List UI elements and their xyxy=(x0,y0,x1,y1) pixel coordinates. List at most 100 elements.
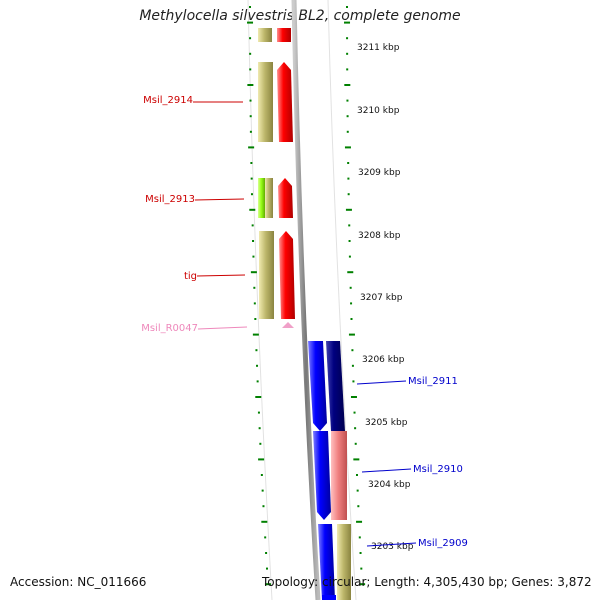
left-tick xyxy=(259,442,262,445)
cds-arrow-tig xyxy=(279,231,295,319)
right-tick xyxy=(348,240,351,242)
left-tick xyxy=(249,99,252,102)
right-tick xyxy=(357,505,360,508)
left-tick xyxy=(258,458,265,461)
right-tick xyxy=(359,552,362,554)
left-tick xyxy=(249,52,252,55)
ruler-label: 3209 kbp xyxy=(358,168,401,178)
cog-track xyxy=(258,28,351,600)
left-tick xyxy=(249,208,256,211)
right-tick xyxy=(350,318,353,320)
cds-reverse-track xyxy=(308,341,347,600)
gene-label-msil-r0047[interactable]: Msil_R0047 xyxy=(141,323,198,334)
ruler-label: 3208 kbp xyxy=(358,231,401,241)
leader-line xyxy=(366,542,417,547)
ruler-label: 3211 kbp xyxy=(357,43,400,53)
right-tick xyxy=(346,115,349,118)
gene-label-msil-2911[interactable]: Msil_2911 xyxy=(408,376,458,387)
left-tick xyxy=(249,68,252,71)
gene-label-msil-2914[interactable]: Msil_2914 xyxy=(143,95,193,106)
cds-arrow-msil-2914 xyxy=(277,62,293,142)
right-tick xyxy=(350,396,357,398)
left-tick xyxy=(264,536,267,539)
left-tick xyxy=(257,411,260,414)
right-tick xyxy=(346,130,349,133)
right-tick xyxy=(351,349,354,352)
cds-red xyxy=(277,28,291,42)
right-tick xyxy=(356,520,363,523)
right-tick xyxy=(355,474,358,476)
left-tick xyxy=(249,37,252,40)
leader-line xyxy=(197,326,248,330)
right-tick xyxy=(344,84,351,86)
left-tick xyxy=(265,552,268,554)
left-tick xyxy=(261,520,268,523)
left-tick xyxy=(255,396,262,398)
cog-block xyxy=(259,231,274,319)
right-tick-track xyxy=(344,6,366,586)
right-tick xyxy=(346,99,349,102)
cds-arrow-msil-2913 xyxy=(278,178,293,218)
left-tick xyxy=(249,6,252,8)
right-tick xyxy=(359,583,366,586)
gene-label-msil-2910[interactable]: Msil_2910 xyxy=(413,464,463,475)
right-tick xyxy=(354,442,357,445)
cds-blue-bottom xyxy=(322,595,336,600)
right-tick xyxy=(346,68,349,71)
right-tick xyxy=(347,271,354,274)
right-tick xyxy=(350,302,353,305)
cds-forward-track xyxy=(277,28,295,328)
right-tick xyxy=(344,21,351,24)
left-tick xyxy=(253,286,256,289)
cds-pink xyxy=(331,431,347,520)
left-tick xyxy=(249,115,252,118)
cds-arrow-msil-2910 xyxy=(313,431,331,520)
left-tick xyxy=(266,567,269,570)
right-tick xyxy=(354,427,357,430)
right-tick xyxy=(346,6,349,8)
cog-block xyxy=(258,62,273,142)
left-tick xyxy=(250,193,253,196)
right-tick xyxy=(351,364,354,367)
cog-block xyxy=(258,28,272,42)
right-tick xyxy=(348,255,351,258)
gene-label-msil-2913[interactable]: Msil_2913 xyxy=(145,194,195,205)
right-tick xyxy=(360,567,363,570)
right-tick xyxy=(348,333,355,336)
ruler-label: 3203 kbp xyxy=(371,542,414,552)
left-tick xyxy=(251,224,254,227)
accession-text: Accession: NC_011666 xyxy=(10,575,147,589)
left-tick xyxy=(248,146,255,149)
gene-label-msil-2909[interactable]: Msil_2909 xyxy=(418,538,468,549)
leader-line xyxy=(194,198,245,201)
left-tick-track xyxy=(247,6,271,586)
right-tick xyxy=(353,411,356,414)
left-tick xyxy=(253,302,256,305)
ruler-label: 3206 kbp xyxy=(362,355,405,365)
left-tick xyxy=(252,255,255,258)
left-tick xyxy=(254,318,257,320)
cds-arrow-msil-2911-dark xyxy=(326,341,345,431)
genome-summary-text: Topology: circular; Length: 4,305,430 bp… xyxy=(262,575,592,589)
left-tick xyxy=(250,177,253,180)
right-tick xyxy=(347,193,350,196)
left-tick xyxy=(247,84,254,86)
left-tick xyxy=(252,333,259,336)
ruler: 3211 kbp 3210 kbp 3209 kbp 3208 kbp 3207… xyxy=(357,43,414,552)
genome-backbone xyxy=(291,0,321,600)
rna-msil-r0047 xyxy=(282,322,294,328)
right-tick xyxy=(356,489,359,492)
right-tick xyxy=(348,224,351,227)
left-tick xyxy=(255,349,258,352)
gene-label-tig[interactable]: tig xyxy=(184,271,197,282)
left-tick xyxy=(249,130,252,133)
ruler-label: 3210 kbp xyxy=(357,106,400,116)
right-tick xyxy=(345,208,352,211)
left-tick xyxy=(258,427,261,430)
right-tick xyxy=(346,52,349,55)
left-tick xyxy=(250,271,257,274)
right-tick xyxy=(353,458,360,461)
left-tick xyxy=(256,380,259,383)
ruler-label: 3207 kbp xyxy=(360,293,403,303)
